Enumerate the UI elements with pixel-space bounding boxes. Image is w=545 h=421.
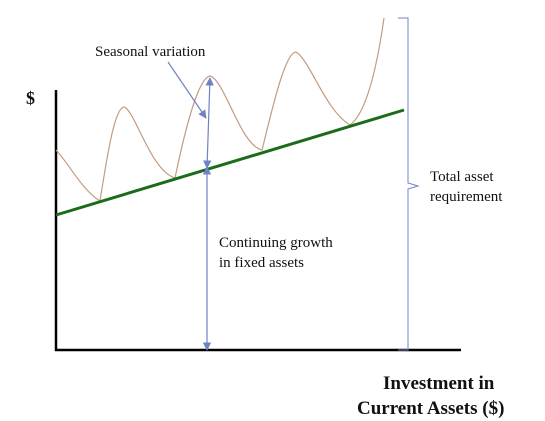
total-asset-label-line1: Total asset: [430, 169, 494, 185]
total-asset-label-line2: requirement: [430, 189, 503, 205]
total-requirement-brace: [398, 17, 420, 351]
seasonal-variation-label: Seasonal variation: [95, 44, 206, 60]
seasonal-variation-curve: [55, 17, 385, 202]
seasonal-leader-arrow: [167, 61, 207, 119]
x-axis-label-line2: Current Assets ($): [357, 398, 504, 419]
fixed-asset-trend-line: [55, 108, 405, 217]
growth-label-line1: Continuing growth: [219, 235, 333, 251]
seasonal-arrow: [203, 77, 214, 169]
growth-label-line2: in fixed assets: [219, 255, 304, 271]
x-axis-label-line1: Investment in: [383, 373, 495, 394]
y-axis-label: $: [26, 88, 35, 108]
